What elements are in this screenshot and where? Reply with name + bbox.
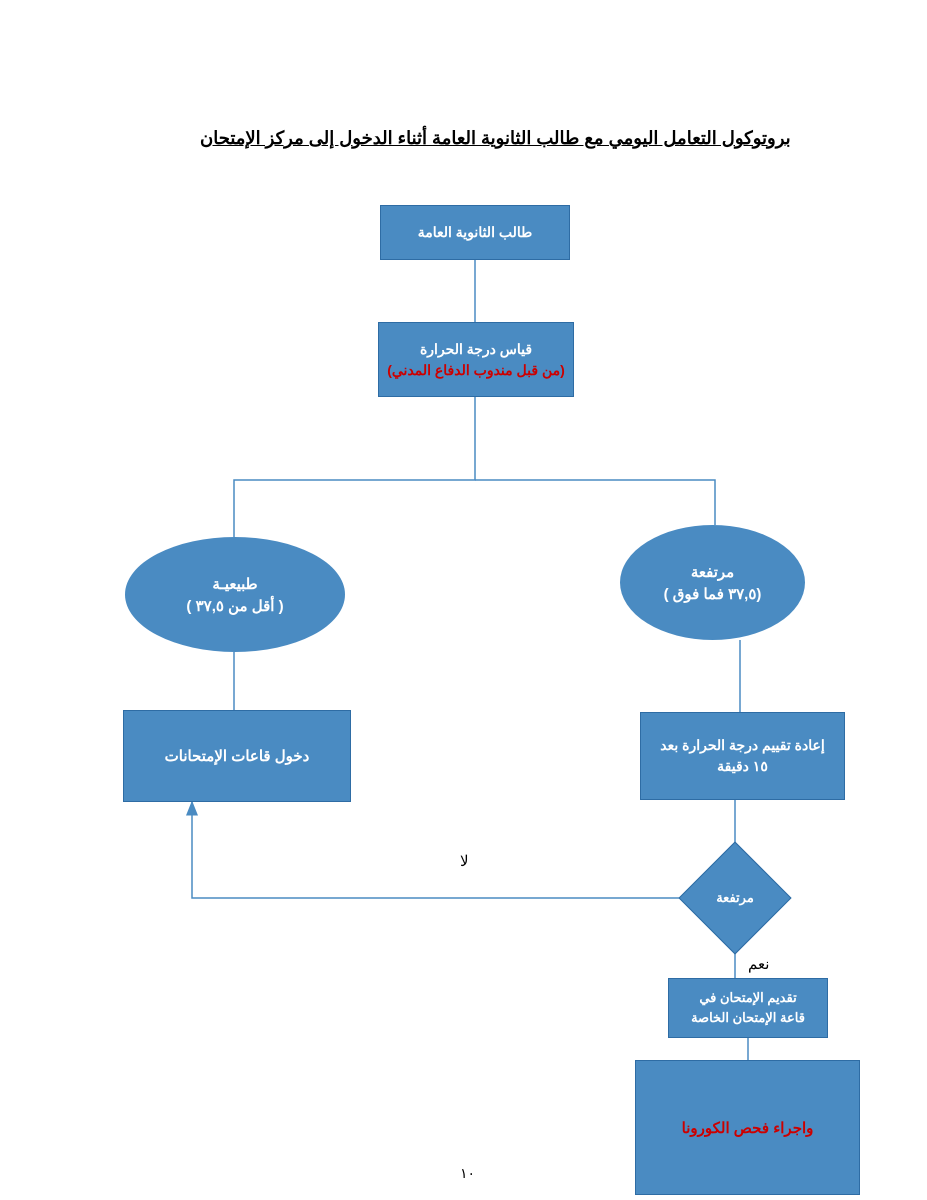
node-normal: طبيعيـة( أقل من ٣٧,٥ ) — [125, 537, 345, 652]
node-high-line-0: مرتفعة — [685, 561, 740, 583]
node-retest: إعادة تقييم درجة الحرارة بعد١٥ دقيقة — [640, 712, 845, 800]
page-title: بروتوكول التعامل اليومي مع طالب الثانوية… — [200, 128, 791, 149]
node-decision-label: مرتفعة — [716, 890, 754, 906]
flowchart-canvas: بروتوكول التعامل اليومي مع طالب الثانوية… — [0, 0, 927, 1200]
edge-2 — [475, 480, 715, 525]
node-measure: قياس درجة الحرارة(من قبل مندوب الدفاع ال… — [378, 322, 574, 397]
edge-1 — [234, 397, 475, 537]
edge-label-yes: نعم — [748, 955, 769, 973]
edge-label-no: لا — [460, 852, 469, 870]
node-student-line-0: طالب الثانوية العامة — [412, 222, 539, 243]
node-private-line-0: تقديم الإمتحان في — [693, 988, 802, 1008]
node-measure-line-0: قياس درجة الحرارة — [414, 339, 538, 360]
node-retest-line-1: ١٥ دقيقة — [711, 756, 774, 777]
node-high: مرتفعة(٣٧,٥ فما فوق ) — [620, 525, 805, 640]
node-enter-line-0: دخول قاعات الإمتحانات — [159, 745, 316, 767]
node-student: طالب الثانوية العامة — [380, 205, 570, 260]
node-private-line-1: قاعة الإمتحان الخاصة — [685, 1008, 811, 1028]
node-enter: دخول قاعات الإمتحانات — [123, 710, 351, 802]
node-decision: مرتفعة — [695, 858, 775, 938]
edge-6 — [192, 802, 695, 898]
node-measure-line-1: (من قبل مندوب الدفاع المدني) — [381, 360, 571, 381]
page-number: ١٠ — [460, 1165, 475, 1182]
node-high-line-1: (٣٧,٥ فما فوق ) — [658, 583, 768, 605]
node-normal-line-1: ( أقل من ٣٧,٥ ) — [180, 595, 289, 617]
node-retest-line-0: إعادة تقييم درجة الحرارة بعد — [654, 735, 830, 756]
node-normal-line-0: طبيعيـة — [206, 573, 263, 595]
node-private: تقديم الإمتحان فيقاعة الإمتحان الخاصة — [668, 978, 828, 1038]
node-corona: واجراء فحص الكورونا — [635, 1060, 860, 1195]
node-corona-line-0: واجراء فحص الكورونا — [676, 1117, 820, 1139]
